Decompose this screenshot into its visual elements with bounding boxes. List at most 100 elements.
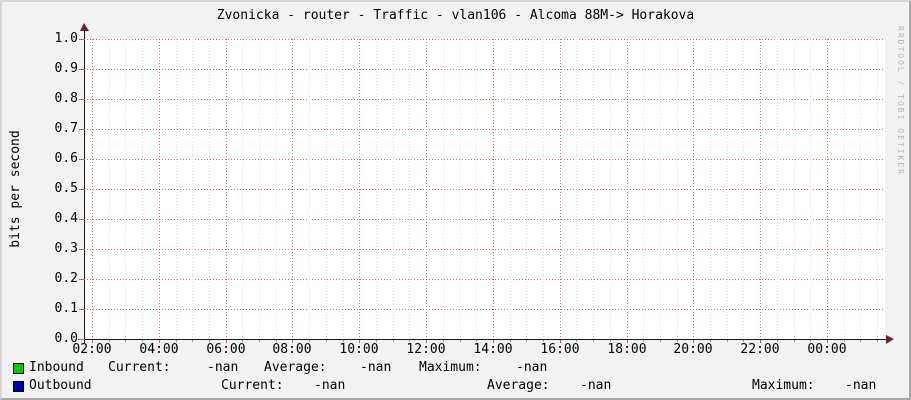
- v-gridline-minor: [743, 39, 744, 339]
- h-gridline-major: [84, 309, 885, 310]
- y-axis-arrow-icon: [80, 23, 89, 31]
- x-tick-minor: [309, 340, 310, 342]
- x-tick-minor: [610, 340, 611, 342]
- y-tick-label: 0.9: [54, 61, 78, 76]
- v-gridline-minor: [677, 39, 678, 339]
- v-gridline-minor: [125, 39, 126, 339]
- y-tick-mark: [79, 69, 85, 70]
- x-tick-minor: [510, 340, 511, 342]
- v-gridline-minor: [844, 39, 845, 339]
- x-tick-major: [827, 340, 828, 343]
- x-tick-minor: [192, 340, 193, 342]
- plot-area: [84, 39, 885, 339]
- y-axis-line: [84, 31, 85, 344]
- inbound-average-value: -nan: [360, 360, 392, 375]
- x-tick-minor: [543, 340, 544, 342]
- outbound-current-value: -nan: [314, 378, 346, 393]
- v-gridline-minor: [142, 39, 143, 339]
- v-gridline-major: [426, 39, 427, 339]
- outbound-maximum-value: -nan: [845, 378, 877, 393]
- y-tick-label: 0.4: [54, 211, 78, 226]
- x-axis-line: [78, 339, 888, 340]
- outbound-maximum-label: Maximum:: [752, 378, 815, 393]
- v-gridline-minor: [643, 39, 644, 339]
- x-tick-label: 14:00: [473, 342, 513, 357]
- x-tick-major: [560, 340, 561, 343]
- y-tick-label: 1.0: [54, 31, 78, 46]
- x-tick-major: [627, 340, 628, 343]
- v-gridline-minor: [710, 39, 711, 339]
- y-tick-label: 0.5: [54, 181, 78, 196]
- x-tick-minor: [276, 340, 277, 342]
- y-tick-label: 0.8: [54, 91, 78, 106]
- v-gridline-minor: [460, 39, 461, 339]
- x-tick-minor: [860, 340, 861, 342]
- h-gridline-major: [84, 39, 885, 40]
- x-tick-minor: [643, 340, 644, 342]
- x-tick-minor: [343, 340, 344, 342]
- x-tick-major: [92, 340, 93, 343]
- y-tick-mark: [79, 189, 85, 190]
- v-gridline-minor: [259, 39, 260, 339]
- graph-title: Zvonicka - router - Traffic - vlan106 - …: [216, 8, 695, 23]
- v-gridline-major: [827, 39, 828, 339]
- v-gridline-minor: [192, 39, 193, 339]
- outbound-label: Outbound: [29, 378, 92, 393]
- y-tick-mark: [79, 159, 85, 160]
- x-tick-minor: [844, 340, 845, 342]
- inbound-maximum-value: -nan: [516, 360, 548, 375]
- x-tick-label: 00:00: [807, 342, 847, 357]
- inbound-label: Inbound: [29, 360, 84, 375]
- v-gridline-minor: [242, 39, 243, 339]
- outbound-average-value: -nan: [580, 378, 612, 393]
- x-tick-minor: [125, 340, 126, 342]
- x-tick-major: [359, 340, 360, 343]
- x-tick-minor: [660, 340, 661, 342]
- v-gridline-major: [627, 39, 628, 339]
- v-gridline-major: [159, 39, 160, 339]
- x-tick-minor: [176, 340, 177, 342]
- x-tick-major: [159, 340, 160, 343]
- x-tick-major: [226, 340, 227, 343]
- v-gridline-minor: [443, 39, 444, 339]
- h-gridline-major: [84, 249, 885, 250]
- x-tick-minor: [242, 340, 243, 342]
- v-gridline-minor: [326, 39, 327, 339]
- x-tick-label: 04:00: [139, 342, 179, 357]
- h-gridline-major: [84, 69, 885, 70]
- x-tick-minor: [443, 340, 444, 342]
- y-tick-mark: [79, 219, 85, 220]
- x-tick-minor: [460, 340, 461, 342]
- rrdtool-watermark: RRDTOOL / TOBI OETIKER: [896, 26, 905, 176]
- y-tick-mark: [79, 279, 85, 280]
- x-tick-minor: [526, 340, 527, 342]
- x-tick-label: 02:00: [72, 342, 112, 357]
- v-gridline-minor: [660, 39, 661, 339]
- v-gridline-major: [560, 39, 561, 339]
- x-tick-label: 08:00: [272, 342, 312, 357]
- inbound-swatch: [13, 363, 24, 374]
- x-tick-label: 10:00: [339, 342, 379, 357]
- x-tick-minor: [409, 340, 410, 342]
- y-tick-mark: [79, 339, 85, 340]
- v-gridline-minor: [309, 39, 310, 339]
- x-tick-minor: [142, 340, 143, 342]
- outbound-current-label: Current:: [221, 378, 284, 393]
- x-tick-minor: [326, 340, 327, 342]
- v-gridline-minor: [526, 39, 527, 339]
- y-tick-label: 0.7: [54, 121, 78, 136]
- v-gridline-minor: [576, 39, 577, 339]
- outbound-average-label: Average:: [487, 378, 550, 393]
- v-gridline-minor: [877, 39, 878, 339]
- x-tick-minor: [810, 340, 811, 342]
- v-gridline-minor: [860, 39, 861, 339]
- v-gridline-major: [292, 39, 293, 339]
- x-tick-major: [693, 340, 694, 343]
- x-tick-minor: [109, 340, 110, 342]
- x-tick-label: 16:00: [540, 342, 580, 357]
- v-gridline-minor: [276, 39, 277, 339]
- inbound-current-value: -nan: [207, 360, 239, 375]
- x-tick-label: 12:00: [406, 342, 446, 357]
- y-tick-mark: [79, 249, 85, 250]
- y-tick-label: 0.3: [54, 241, 78, 256]
